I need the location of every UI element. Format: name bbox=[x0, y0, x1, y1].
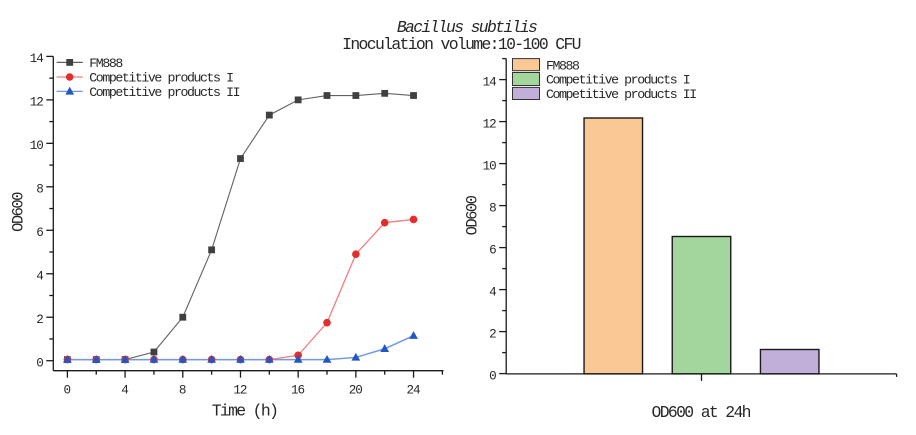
svg-text:FM888: FM888 bbox=[546, 58, 580, 73]
svg-text:Competitive products II: Competitive products II bbox=[89, 85, 239, 100]
svg-text:4: 4 bbox=[489, 285, 496, 299]
svg-text:10: 10 bbox=[30, 139, 44, 153]
svg-text:16: 16 bbox=[291, 384, 305, 398]
svg-text:12: 12 bbox=[233, 384, 247, 398]
svg-text:FM888: FM888 bbox=[89, 56, 123, 71]
svg-text:6: 6 bbox=[36, 226, 43, 240]
svg-text:20: 20 bbox=[349, 384, 363, 398]
svg-text:Competitive products I: Competitive products I bbox=[546, 73, 690, 88]
svg-text:8: 8 bbox=[36, 183, 43, 197]
svg-text:0: 0 bbox=[36, 357, 43, 371]
svg-text:Competitive products II: Competitive products II bbox=[546, 87, 696, 102]
svg-text:14: 14 bbox=[483, 75, 497, 89]
svg-text:4: 4 bbox=[121, 384, 128, 398]
svg-text:12: 12 bbox=[483, 117, 497, 131]
svg-text:OD600: OD600 bbox=[9, 192, 27, 232]
svg-text:Inoculation volume:10-100 CFU: Inoculation volume:10-100 CFU bbox=[342, 35, 580, 54]
svg-text:2: 2 bbox=[36, 313, 43, 327]
svg-text:Bacillus subtilis: Bacillus subtilis bbox=[397, 18, 537, 37]
svg-text:Competitive products I: Competitive products I bbox=[89, 71, 233, 86]
svg-text:8: 8 bbox=[489, 201, 496, 215]
svg-text:0: 0 bbox=[489, 369, 496, 383]
svg-text:0: 0 bbox=[64, 384, 71, 398]
svg-text:8: 8 bbox=[179, 384, 186, 398]
svg-text:10: 10 bbox=[483, 159, 497, 173]
svg-text:12: 12 bbox=[30, 96, 44, 110]
svg-text:4: 4 bbox=[36, 270, 43, 284]
svg-text:24: 24 bbox=[406, 384, 420, 398]
svg-text:OD600: OD600 bbox=[463, 195, 481, 235]
svg-text:Time (h): Time (h) bbox=[212, 401, 278, 420]
svg-text:6: 6 bbox=[489, 243, 496, 257]
svg-text:14: 14 bbox=[30, 52, 44, 66]
svg-text:OD600 at 24h: OD600 at 24h bbox=[652, 403, 751, 422]
svg-text:2: 2 bbox=[489, 327, 496, 341]
